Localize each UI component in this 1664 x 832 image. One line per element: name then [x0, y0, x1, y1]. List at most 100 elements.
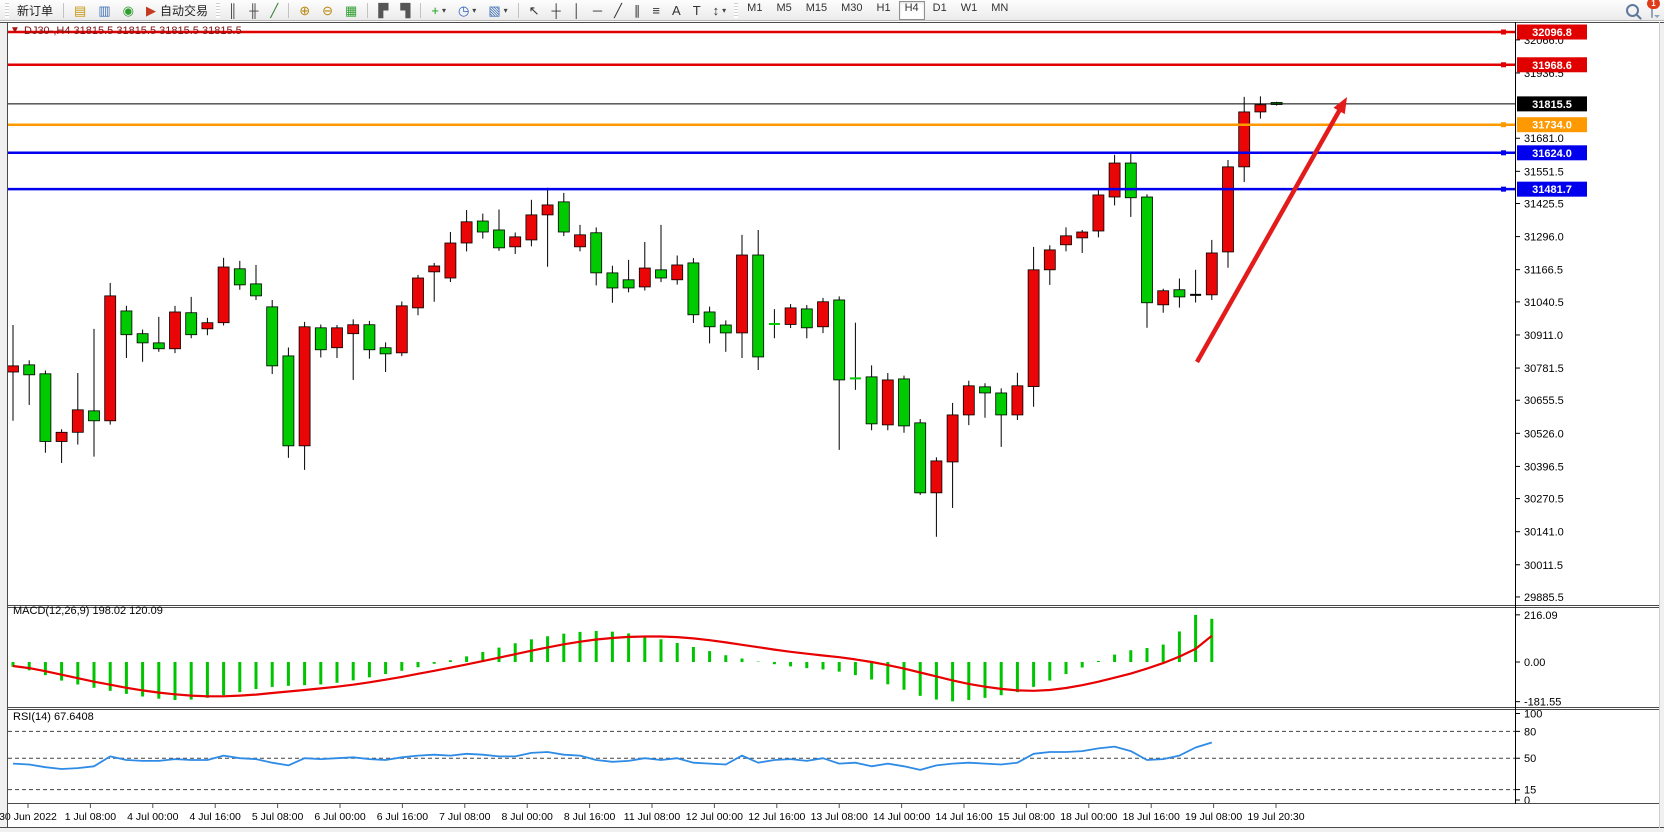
bear-candle — [314, 327, 327, 351]
macd-tick-label: 0.00 — [1524, 657, 1545, 669]
bear-candle — [1141, 196, 1153, 304]
bull-candle — [444, 242, 457, 279]
timeframe-mn-button[interactable]: MN — [991, 1, 1009, 14]
text-button[interactable]: A — [667, 0, 686, 21]
horizontal-line-button[interactable]: ─ — [588, 0, 607, 21]
time-tick-label: 4 Jul 00:00 — [127, 811, 179, 823]
quotes-button[interactable]: ▤ — [69, 0, 91, 21]
line-handle[interactable] — [1501, 29, 1506, 35]
periods-icon: ◷ — [457, 2, 470, 18]
toolbar-separator — [367, 2, 369, 18]
bear-candle — [833, 299, 846, 381]
data-window-button[interactable]: ▛ — [373, 0, 393, 21]
macd-tick-label: -181.55 — [1524, 697, 1561, 709]
vertical-line-button[interactable]: │ — [568, 0, 586, 21]
timeframe-w1-button[interactable]: W1 — [960, 1, 978, 14]
bar-chart-button[interactable]: ║ — [223, 0, 242, 21]
indicators-button[interactable]: + ▾ — [426, 0, 451, 21]
zoom-in-icon: ⊕ — [299, 2, 311, 18]
price-tick-label: 30911.0 — [1524, 330, 1563, 342]
bull-candle — [574, 234, 586, 248]
bull-candle — [428, 265, 441, 273]
navigator-icon: ▜ — [400, 2, 411, 18]
time-tick-label: 18 Jul 16:00 — [1123, 811, 1180, 823]
crosshair-button[interactable]: ┼ — [547, 0, 566, 21]
window-borders — [0, 22, 1664, 828]
arrows-button[interactable]: ↕ ▾ — [708, 0, 732, 21]
timeframe-m1-button[interactable]: M1 — [747, 1, 763, 14]
auto-trading-button[interactable]: ▶ 自动交易 — [141, 0, 213, 21]
signals-button[interactable]: ◉ — [118, 0, 139, 21]
line-handle[interactable] — [1501, 122, 1506, 128]
fibonacci-button[interactable]: ≡ — [647, 0, 665, 21]
macd-tick-label: 216.09 — [1524, 610, 1558, 622]
search-button[interactable] — [1621, 0, 1644, 21]
window-bottom-edge — [0, 828, 1664, 832]
price-badge-label: 31481.7 — [1532, 184, 1572, 196]
price-badge — [1517, 24, 1587, 40]
trend-arrow-object[interactable] — [1195, 97, 1347, 364]
bear-candle — [282, 355, 295, 447]
price-badge-label: 31968.6 — [1532, 60, 1572, 72]
price-badge — [1517, 117, 1587, 133]
market-watch-button[interactable]: ▥ — [93, 0, 115, 21]
equidistant-channel-button[interactable]: ∥ — [629, 0, 646, 21]
price-tick-label: 31040.5 — [1524, 297, 1564, 309]
market-watch-icon: ▥ — [98, 2, 111, 18]
bull-candle — [525, 214, 538, 241]
auto-trading-label: 自动交易 — [159, 3, 208, 18]
line-handle[interactable] — [1501, 186, 1506, 192]
time-axis[interactable]: 30 Jun 2022 1 Jul 08:00 4 Jul 00:00 4 Jul 1… — [0, 804, 1305, 823]
chart-background — [0, 22, 1664, 832]
rsi-tick-label: 80 — [1524, 726, 1536, 738]
line-handle[interactable] — [1501, 62, 1506, 68]
bear-candle — [719, 324, 732, 334]
candlestick-chart-button[interactable]: ╫ — [244, 0, 263, 21]
window-right-edge — [1660, 22, 1664, 828]
bear-candle — [379, 347, 392, 355]
timeframe-m15-button[interactable]: M15 — [805, 1, 828, 14]
trendline-button[interactable]: ╱ — [609, 0, 627, 21]
text-icon: A — [672, 2, 681, 18]
bull-candle — [169, 311, 181, 350]
bear-candle — [152, 342, 165, 350]
notifications-button[interactable]: 1 — [1647, 0, 1660, 18]
timeframe-m5-button[interactable]: M5 — [776, 1, 792, 14]
symbol-marker-icon[interactable]: ▼ — [10, 25, 20, 36]
chevron-down-icon: ▾ — [472, 5, 477, 15]
cursor-button[interactable]: ↖ — [524, 0, 545, 21]
templates-button[interactable]: ▧ ▾ — [483, 0, 512, 21]
line-chart-button[interactable]: ╱ — [265, 0, 283, 21]
bear-candle — [622, 279, 635, 289]
time-tick-label: 12 Jul 00:00 — [686, 811, 743, 823]
bear-candle — [1124, 162, 1137, 199]
line-handle[interactable] — [1501, 150, 1506, 156]
timeframe-m30-button[interactable]: M30 — [841, 1, 863, 14]
toolbar-grip — [5, 2, 9, 18]
bear-candle — [752, 254, 765, 358]
bull-candle — [412, 277, 424, 309]
zoom-out-button[interactable]: ⊖ — [317, 0, 338, 21]
timeframe-h1-button[interactable]: H1 — [876, 1, 891, 14]
bear-candle — [476, 220, 489, 233]
price-tick-label: 30655.5 — [1524, 395, 1564, 407]
zoom-in-button[interactable]: ⊕ — [294, 0, 315, 21]
price-tick-label: 31296.0 — [1524, 232, 1564, 244]
bull-candle — [1027, 269, 1040, 387]
rsi-tick-label: 0 — [1524, 795, 1530, 807]
bull-candle — [1254, 104, 1267, 113]
candles — [7, 96, 1283, 537]
bull-candle — [1205, 252, 1218, 296]
text-label-button[interactable]: T — [688, 0, 706, 21]
time-tick-label: 12 Jul 16:00 — [748, 811, 805, 823]
hline-objects — [8, 29, 1515, 192]
tile-windows-button[interactable]: ▦ — [340, 0, 362, 21]
price-axis[interactable]: 32066.031936.531681.031551.531425.531296… — [1515, 24, 1587, 807]
timeframe-d1-button[interactable]: D1 — [932, 1, 947, 14]
bear-candle — [266, 306, 279, 367]
periods-button[interactable]: ◷ ▾ — [453, 0, 481, 21]
navigator-button[interactable]: ▜ — [395, 0, 415, 21]
timeframe-h4-button[interactable]: H4 — [898, 0, 925, 20]
new-order-button[interactable]: 新订单 — [17, 3, 54, 18]
